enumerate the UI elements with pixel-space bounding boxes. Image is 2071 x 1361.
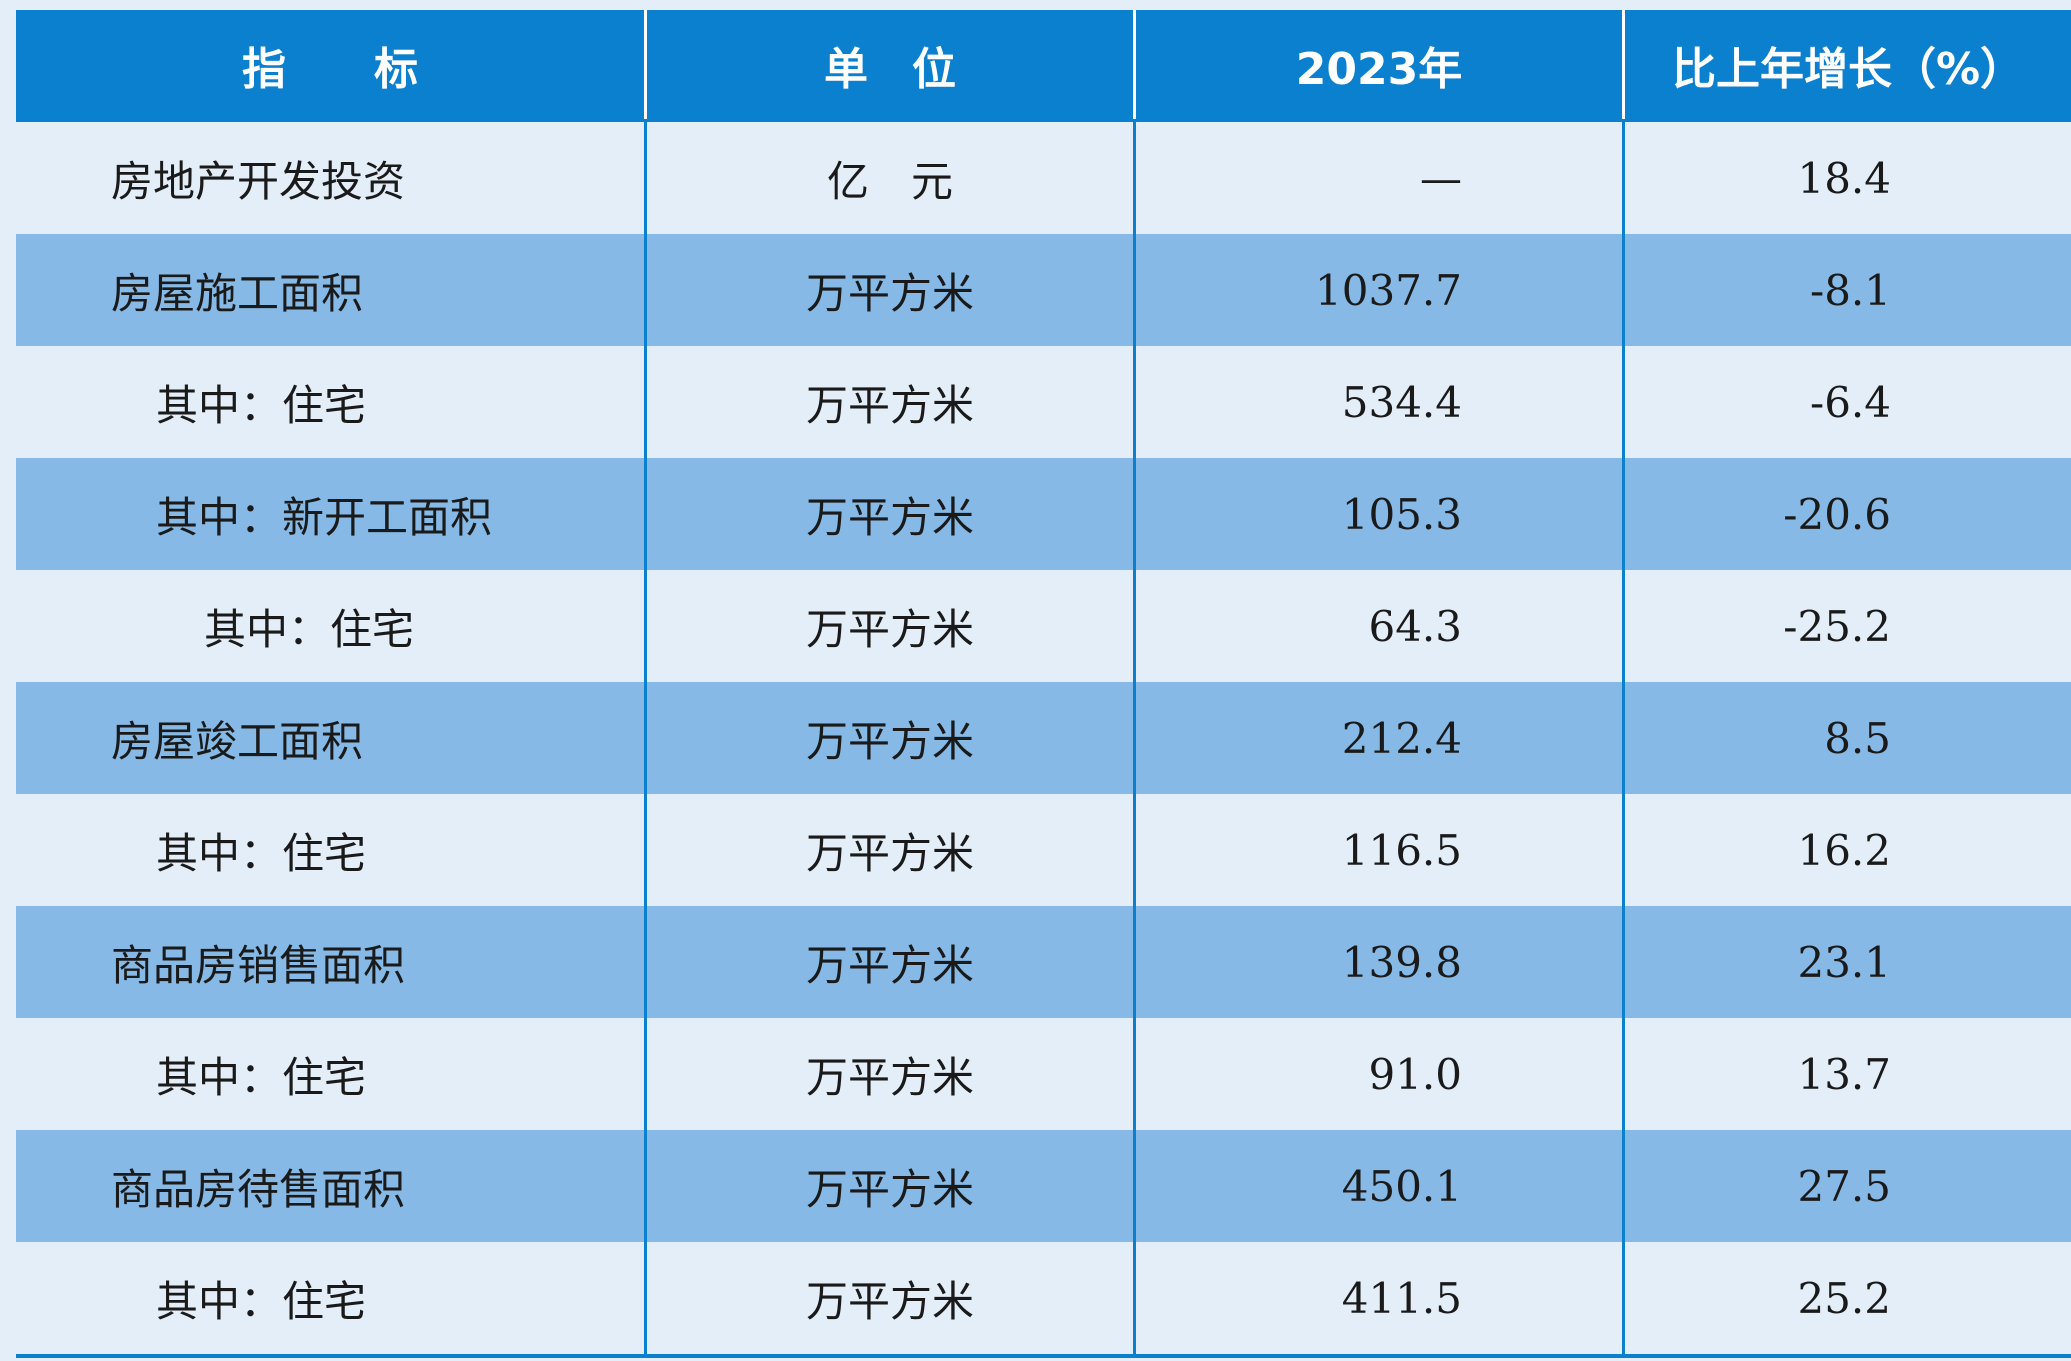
row-unit: 万平方米 bbox=[647, 682, 1136, 794]
row-growth: 13.7 bbox=[1797, 1049, 1891, 1099]
row-value-2023: 411.5 bbox=[1136, 1242, 1625, 1354]
row-indicator: 其中：新开工面积 bbox=[16, 458, 647, 570]
row-value-2023: 105.3 bbox=[1136, 458, 1625, 570]
table-row: 其中：住宅 万平方米 534.4 -6.4 bbox=[16, 346, 2071, 458]
row-unit: 万平方米 bbox=[647, 794, 1136, 906]
table-header-row: 指 标 单 位 2023年 比上年增长（%） bbox=[16, 10, 2071, 122]
table-row: 房地产开发投资 亿 元 — 18.4 bbox=[16, 122, 2071, 234]
table-row: 其中：住宅 万平方米 91.0 13.7 bbox=[16, 1018, 2071, 1130]
row-indicator: 房屋竣工面积 bbox=[16, 682, 647, 794]
table-row: 房屋施工面积 万平方米 1037.7 -8.1 bbox=[16, 234, 2071, 346]
row-unit: 万平方米 bbox=[647, 234, 1136, 346]
row-indicator: 房屋施工面积 bbox=[16, 234, 647, 346]
row-indicator: 房地产开发投资 bbox=[16, 122, 647, 234]
row-value-2023: 91.0 bbox=[1136, 1018, 1625, 1130]
row-indicator: 其中：住宅 bbox=[16, 1018, 647, 1130]
row-indicator: 其中：住宅 bbox=[16, 570, 647, 682]
row-value-2023: — bbox=[1136, 122, 1625, 234]
header-unit: 单 位 bbox=[647, 10, 1136, 119]
row-growth: 8.5 bbox=[1824, 713, 1891, 763]
table-row: 房屋竣工面积 万平方米 212.4 8.5 bbox=[16, 682, 2071, 794]
row-growth: -20.6 bbox=[1783, 489, 1891, 539]
row-indicator: 商品房销售面积 bbox=[16, 906, 647, 1018]
row-growth: -25.2 bbox=[1783, 601, 1891, 651]
row-growth: 27.5 bbox=[1797, 1161, 1891, 1211]
real-estate-table: 指 标 单 位 2023年 比上年增长（%） 房地产开发投资 亿 元 — 18.… bbox=[16, 10, 2071, 1354]
table-row: 其中：新开工面积 万平方米 105.3 -20.6 bbox=[16, 458, 2071, 570]
table-row: 商品房销售面积 万平方米 139.8 23.1 bbox=[16, 906, 2071, 1018]
row-value-2023: 139.8 bbox=[1136, 906, 1625, 1018]
row-unit: 万平方米 bbox=[647, 1018, 1136, 1130]
table-row: 其中：住宅 万平方米 116.5 16.2 bbox=[16, 794, 2071, 906]
row-value-2023: 1037.7 bbox=[1136, 234, 1625, 346]
header-indicator: 指 标 bbox=[16, 10, 647, 119]
row-unit: 万平方米 bbox=[647, 906, 1136, 1018]
table-row: 其中：住宅 万平方米 411.5 25.2 bbox=[16, 1242, 2071, 1354]
table-row: 其中：住宅 万平方米 64.3 -25.2 bbox=[16, 570, 2071, 682]
row-unit: 亿 元 bbox=[647, 122, 1136, 234]
header-year-2023: 2023年 bbox=[1136, 10, 1625, 119]
row-unit: 万平方米 bbox=[647, 1242, 1136, 1354]
row-growth: 18.4 bbox=[1797, 153, 1891, 203]
header-growth: 比上年增长（%） bbox=[1671, 43, 2025, 95]
row-growth: 16.2 bbox=[1797, 825, 1891, 875]
row-growth: 25.2 bbox=[1797, 1273, 1891, 1323]
row-unit: 万平方米 bbox=[647, 1130, 1136, 1242]
row-unit: 万平方米 bbox=[647, 458, 1136, 570]
row-growth: -8.1 bbox=[1810, 265, 1891, 315]
table-row: 商品房待售面积 万平方米 450.1 27.5 bbox=[16, 1130, 2071, 1242]
row-indicator: 其中：住宅 bbox=[16, 794, 647, 906]
row-value-2023: 534.4 bbox=[1136, 346, 1625, 458]
row-value-2023: 450.1 bbox=[1136, 1130, 1625, 1242]
row-indicator: 其中：住宅 bbox=[16, 346, 647, 458]
row-value-2023: 212.4 bbox=[1136, 682, 1625, 794]
row-value-2023: 64.3 bbox=[1136, 570, 1625, 682]
row-unit: 万平方米 bbox=[647, 346, 1136, 458]
row-indicator: 商品房待售面积 bbox=[16, 1130, 647, 1242]
table-bottom-rule bbox=[16, 1354, 2071, 1358]
row-unit: 万平方米 bbox=[647, 570, 1136, 682]
row-growth: -6.4 bbox=[1810, 377, 1891, 427]
row-growth: 23.1 bbox=[1797, 937, 1891, 987]
row-value-2023: 116.5 bbox=[1136, 794, 1625, 906]
row-indicator: 其中：住宅 bbox=[16, 1242, 647, 1354]
